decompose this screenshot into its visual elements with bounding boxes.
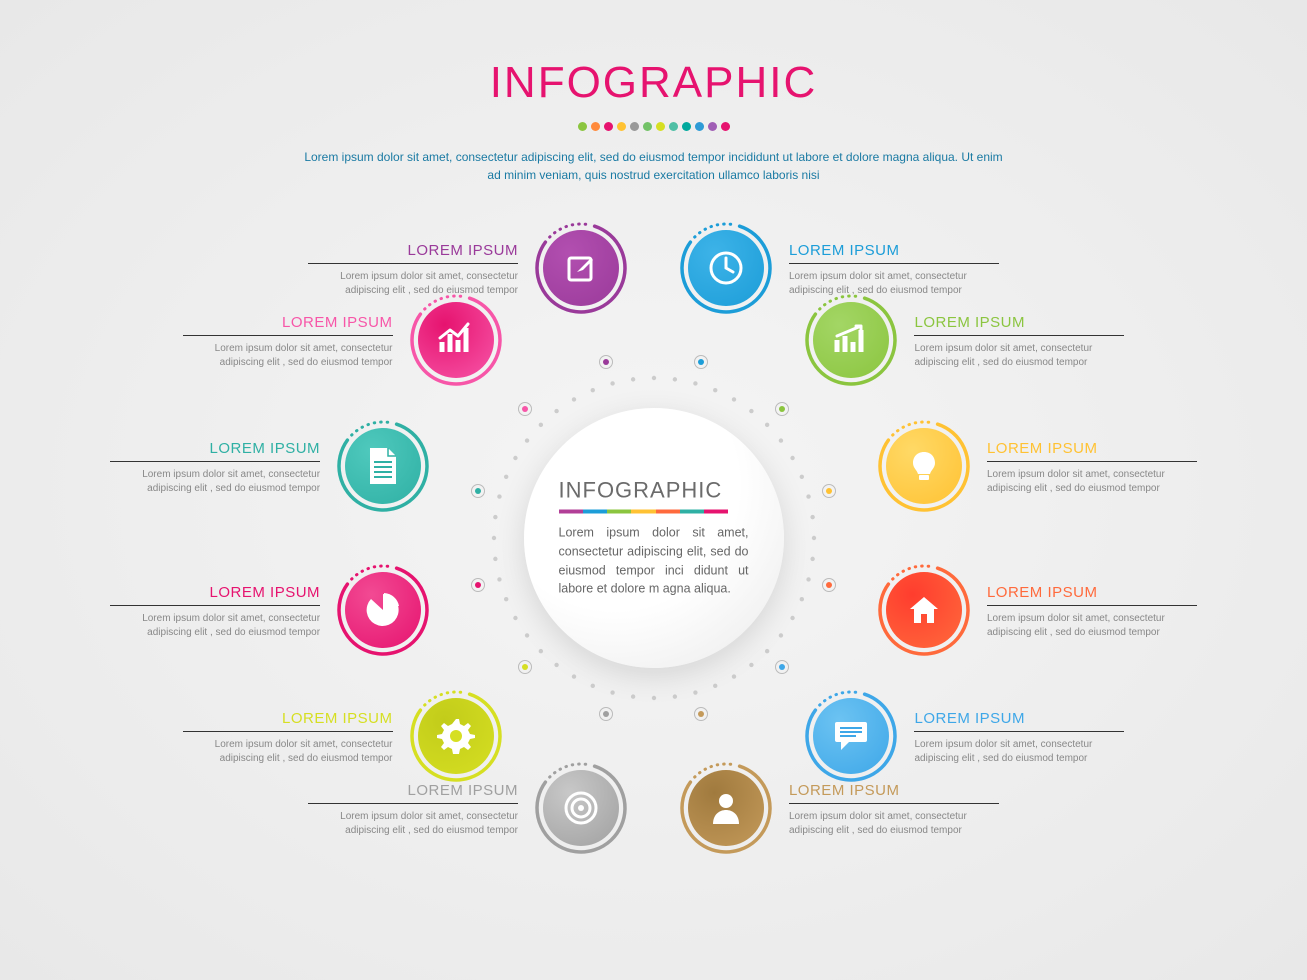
node-label: LOREM IPSUM Lorem ipsum dolor sit amet, … [914,710,1124,766]
node-title: LOREM IPSUM [789,782,999,803]
satellite-dot [518,660,532,674]
node-label: LOREM IPSUM Lorem ipsum dolor sit amet, … [110,440,320,496]
node-title: LOREM IPSUM [183,314,393,335]
node-title: LOREM IPSUM [308,782,518,803]
satellite-dot [822,484,836,498]
node-label: LOREM IPSUM Lorem ipsum dolor sit amet, … [987,440,1197,496]
node-target [534,761,628,855]
target-icon [543,770,619,846]
satellite-dot [599,355,613,369]
node-label: LOREM IPSUM Lorem ipsum dolor sit amet, … [183,710,393,766]
node-rule [308,263,518,264]
satellite-dot [471,484,485,498]
node-rule [789,803,999,804]
center-title: INFOGRAPHIC [559,478,749,504]
node-rule [789,263,999,264]
node-rule [987,605,1197,606]
node-desc: Lorem ipsum dolor sit amet, consectetur … [110,612,320,640]
node-label: LOREM IPSUM Lorem ipsum dolor sit amet, … [308,242,518,298]
node-desc: Lorem ipsum dolor sit amet, consectetur … [987,612,1197,640]
pie-icon [345,572,421,648]
satellite-dot [694,707,708,721]
node-title: LOREM IPSUM [110,440,320,461]
node-chat [804,689,898,783]
node-title: LOREM IPSUM [914,314,1124,335]
node-desc: Lorem ipsum dolor sit amet, consectetur … [183,342,393,370]
node-label: LOREM IPSUM Lorem ipsum dolor sit amet, … [987,584,1197,640]
node-rule [308,803,518,804]
node-desc: Lorem ipsum dolor sit amet, consectetur … [308,810,518,838]
node-edit [534,221,628,315]
node-label: LOREM IPSUM Lorem ipsum dolor sit amet, … [308,782,518,838]
node-gear [409,689,503,783]
node-desc: Lorem ipsum dolor sit amet, consectetur … [914,342,1124,370]
node-desc: Lorem ipsum dolor sit amet, consectetur … [183,738,393,766]
node-title: LOREM IPSUM [110,584,320,605]
node-desc: Lorem ipsum dolor sit amet, consectetur … [110,468,320,496]
doc-icon [345,428,421,504]
clock-icon [688,230,764,306]
node-rule [183,731,393,732]
node-rule [914,731,1124,732]
page-subtitle: Lorem ipsum dolor sit amet, consectetur … [304,148,1004,184]
satellite-dot [822,578,836,592]
node-rule [110,461,320,462]
bars-icon [418,302,494,378]
title-dot-row [0,118,1307,136]
node-title: LOREM IPSUM [308,242,518,263]
satellite-dot [775,402,789,416]
page-title: INFOGRAPHIC [0,0,1307,108]
node-label: LOREM IPSUM Lorem ipsum dolor sit amet, … [110,584,320,640]
center-disc: INFOGRAPHIC Lorem ipsum dolor sit amet, … [524,408,784,668]
edit-icon [543,230,619,306]
node-bulb [877,419,971,513]
bars-up-icon [813,302,889,378]
node-title: LOREM IPSUM [183,710,393,731]
node-label: LOREM IPSUM Lorem ipsum dolor sit amet, … [789,242,999,298]
bulb-icon [886,428,962,504]
node-label: LOREM IPSUM Lorem ipsum dolor sit amet, … [183,314,393,370]
node-pie [336,563,430,657]
node-desc: Lorem ipsum dolor sit amet, consectetur … [789,810,999,838]
node-title: LOREM IPSUM [987,584,1197,605]
satellite-dot [599,707,613,721]
node-doc [336,419,430,513]
node-desc: Lorem ipsum dolor sit amet, consectetur … [914,738,1124,766]
node-clock [679,221,773,315]
gear-icon [418,698,494,774]
node-rule [987,461,1197,462]
center-color-bar [559,510,729,514]
node-bars [409,293,503,387]
satellite-dot [775,660,789,674]
node-rule [183,335,393,336]
center-body: Lorem ipsum dolor sit amet, consectetur … [559,524,749,599]
node-desc: Lorem ipsum dolor sit amet, consectetur … [987,468,1197,496]
node-label: LOREM IPSUM Lorem ipsum dolor sit amet, … [914,314,1124,370]
node-bars-up [804,293,898,387]
node-label: LOREM IPSUM Lorem ipsum dolor sit amet, … [789,782,999,838]
node-title: LOREM IPSUM [914,710,1124,731]
node-rule [110,605,320,606]
infographic-stage: INFOGRAPHIC Lorem ipsum dolor sit amet, … [204,188,1104,888]
node-user [679,761,773,855]
node-title: LOREM IPSUM [789,242,999,263]
node-title: LOREM IPSUM [987,440,1197,461]
node-rule [914,335,1124,336]
chat-icon [813,698,889,774]
node-home [877,563,971,657]
